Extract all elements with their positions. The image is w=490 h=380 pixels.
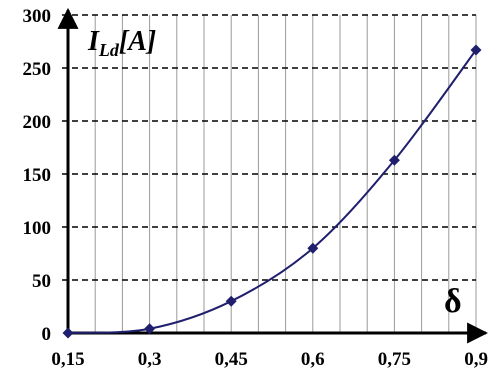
horizontal-grid <box>62 14 476 281</box>
y-tick-labels: 0 50 100 150 200 250 300 <box>23 6 52 345</box>
y-tick-label: 100 <box>23 218 52 239</box>
y-axis-label-main: I <box>87 26 100 57</box>
x-tick-label: 0,6 <box>301 349 325 370</box>
x-tick-label: 0,3 <box>138 349 162 370</box>
y-axis-label-subscript: Ld <box>98 40 120 60</box>
y-tick-label: 0 <box>42 324 52 345</box>
x-tick-label: 0,15 <box>51 349 84 370</box>
y-axis-label-unit: [A] <box>119 26 156 57</box>
y-tick-label: 50 <box>32 271 51 292</box>
y-tick-label: 300 <box>23 6 52 27</box>
data-point <box>144 323 156 335</box>
data-point <box>470 44 482 56</box>
x-axis-label: δ <box>444 283 462 320</box>
y-tick-label: 150 <box>23 165 52 186</box>
series-curve <box>67 49 477 334</box>
data-point <box>225 295 237 307</box>
x-tick-label: 0,45 <box>215 349 248 370</box>
x-tick-label: 0,9 <box>464 349 488 370</box>
series-points <box>62 44 482 339</box>
y-tick-label: 250 <box>23 59 52 80</box>
data-point <box>62 327 74 339</box>
y-tick-label: 200 <box>23 112 52 133</box>
y-axis-label: ILd[A] <box>87 26 156 60</box>
x-tick-label: 0,75 <box>378 349 411 370</box>
data-point <box>388 154 400 166</box>
x-tick-labels: 0,15 0,3 0,45 0,6 0,75 0,9 <box>51 349 488 370</box>
data-point <box>307 242 319 254</box>
